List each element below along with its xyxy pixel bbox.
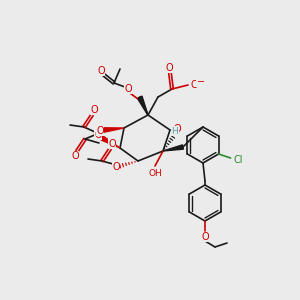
Text: O: O (112, 162, 120, 172)
Text: OH: OH (148, 169, 162, 178)
Text: O: O (96, 126, 104, 136)
Text: O: O (90, 105, 98, 115)
Text: O: O (124, 84, 132, 94)
Text: O: O (173, 124, 181, 134)
Polygon shape (138, 96, 148, 115)
Text: O: O (190, 80, 198, 90)
Text: O: O (165, 63, 173, 73)
Polygon shape (163, 145, 183, 151)
Polygon shape (104, 128, 124, 132)
Text: O: O (108, 139, 116, 149)
Text: Cl: Cl (234, 155, 243, 165)
Text: O: O (97, 66, 105, 76)
Text: O: O (94, 130, 102, 140)
Polygon shape (101, 136, 120, 148)
Text: −: − (197, 77, 205, 87)
Text: O: O (201, 232, 209, 242)
Text: O: O (71, 151, 79, 161)
Text: H: H (172, 127, 178, 136)
